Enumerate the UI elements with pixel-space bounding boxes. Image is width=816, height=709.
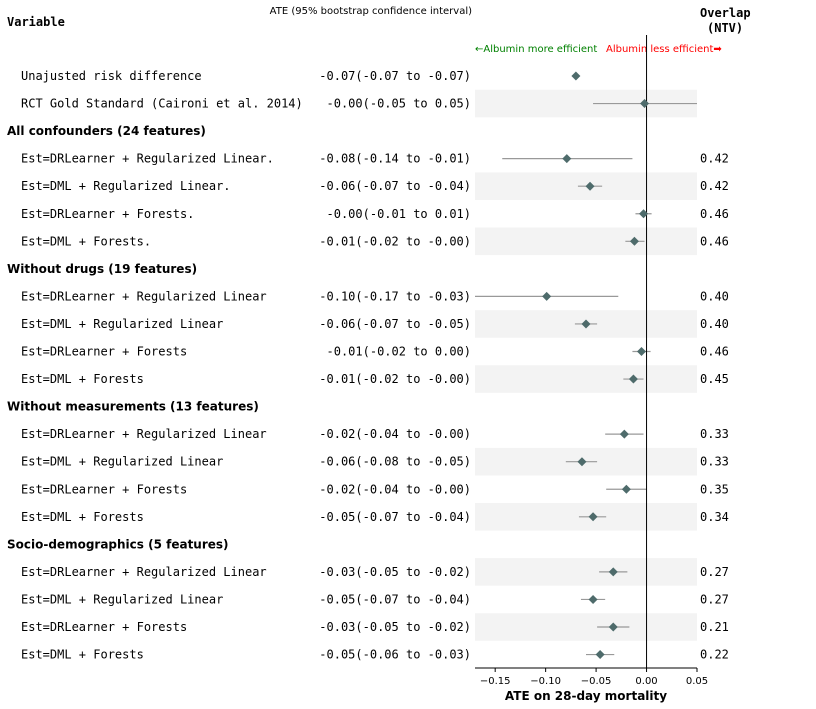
albumin-more-efficient-annotation: ←Albumin more efficient [475, 44, 597, 55]
point-estimate-marker [585, 181, 595, 191]
ate-value: -0.03(-0.05 to -0.02) [319, 565, 471, 579]
ate-value: -0.10(-0.17 to -0.03) [319, 289, 471, 303]
estimator-label: Est=DML + Regularized Linear [21, 317, 223, 331]
estimator-label: Est=DML + Regularized Linear [21, 592, 223, 606]
estimator-label: Est=DRLearner + Forests [21, 482, 187, 496]
overlap-values: 0.42 0.42 0.46 0.46 0.40 0.40 0.46 0.45 0.33 0.33… [700, 152, 729, 662]
ate-value: -0.05(-0.07 to -0.04) [319, 592, 471, 606]
estimator-label: Est=DRLearner + Forests. [21, 207, 194, 221]
albumin-less-efficient-annotation: Albumin less efficient➡ [606, 44, 722, 55]
point-estimate-marker [577, 457, 587, 467]
estimator-label: Est=DML + Forests [21, 648, 144, 662]
overlap-value: 0.42 [700, 179, 729, 193]
ate-values: -0.07(-0.07 to -0.07) -0.00(-0.05 to 0.05… [319, 69, 471, 662]
ate-value: -0.01(-0.02 to -0.00) [319, 372, 471, 386]
ate-value: -0.01(-0.02 to -0.00) [319, 234, 471, 248]
ate-value: -0.03(-0.05 to -0.02) [319, 620, 471, 634]
point-estimate-marker [640, 99, 650, 109]
overlap-value: 0.27 [700, 592, 729, 606]
estimator-label: Est=DML + Regularized Linear [21, 455, 223, 469]
overlap-value: 0.34 [700, 510, 729, 524]
x-tick-label: −0.05 [581, 676, 612, 687]
overlap-value: 0.42 [700, 152, 729, 166]
estimator-label: Est=DRLearner + Forests [21, 345, 187, 359]
estimator-label: Unajusted risk difference [21, 69, 202, 83]
header: Variable ATE (95% bootstrap confidence i… [7, 6, 751, 55]
row-band [475, 613, 697, 641]
ate-value: -0.02(-0.04 to -0.00) [319, 482, 471, 496]
estimator-label: Est=DML + Forests [21, 510, 144, 524]
point-estimate-marker [571, 71, 581, 81]
row-band [475, 558, 697, 586]
point-estimate-marker [608, 622, 618, 632]
point-estimate-marker [637, 347, 646, 356]
estimator-label: Est=DRLearner + Regularized Linear. [21, 152, 274, 166]
row-band [475, 365, 697, 393]
point-estimate-marker [588, 512, 598, 522]
plot-bands [475, 89, 697, 641]
point-estimate-marker [628, 374, 638, 384]
ate-value: -0.07(-0.07 to -0.07) [319, 69, 471, 83]
overlap-value: 0.35 [700, 482, 729, 496]
ate-value: -0.06(-0.07 to -0.04) [319, 179, 471, 193]
point-estimate-marker [639, 209, 649, 219]
ate-value: -0.08(-0.14 to -0.01) [319, 152, 471, 166]
overlap-column-header: Overlap [700, 6, 751, 20]
ate-value: -0.00(-0.05 to 0.05) [327, 97, 472, 111]
overlap-value: 0.33 [700, 455, 729, 469]
point-estimate-marker [595, 650, 605, 660]
x-tick-label: −0.10 [530, 676, 561, 687]
point-estimate-marker [588, 594, 598, 604]
group-header: Socio-demographics (5 features) [7, 537, 229, 551]
overlap-value: 0.45 [700, 372, 729, 386]
group-header: Without measurements (13 features) [7, 400, 259, 414]
point-estimate-marker [621, 484, 631, 494]
overlap-value: 0.27 [700, 565, 729, 579]
overlap-value: 0.40 [700, 317, 729, 331]
x-axis-label: ATE on 28-day mortality [505, 689, 667, 703]
point-estimate-marker [619, 429, 629, 439]
point-estimate-marker [542, 291, 552, 301]
ate-value: -0.05(-0.06 to -0.03) [319, 648, 471, 662]
ate-value: -0.06(-0.07 to -0.05) [319, 317, 471, 331]
row-band [475, 227, 697, 256]
point-estimate-marker [629, 236, 639, 246]
point-estimates [542, 71, 650, 660]
x-tick-label: 0.00 [635, 676, 657, 687]
point-estimate-marker [608, 567, 618, 577]
estimator-label: Est=DRLearner + Forests [21, 620, 187, 634]
overlap-value: 0.46 [700, 345, 729, 359]
estimator-label: Est=DML + Forests [21, 372, 144, 386]
estimator-label: Est=DRLearner + Regularized Linear [21, 289, 267, 303]
overlap-value: 0.21 [700, 620, 729, 634]
ate-value: -0.00(-0.01 to 0.01) [327, 207, 472, 221]
ate-value: -0.01(-0.02 to 0.00) [327, 345, 472, 359]
x-tick-label: −0.15 [480, 676, 511, 687]
ate-column-header: ATE (95% bootstrap confidence interval) [270, 6, 472, 17]
variable-column-header: Variable [7, 15, 65, 29]
overlap-value: 0.46 [700, 234, 729, 248]
group-header: All confounders (24 features) [7, 124, 206, 138]
estimator-label: RCT Gold Standard (Caironi et al. 2014) [21, 97, 303, 111]
overlap-value: 0.40 [700, 289, 729, 303]
estimator-label: Est=DML + Regularized Linear. [21, 179, 231, 193]
x-tick-label: 0.05 [686, 676, 708, 687]
overlap-column-subheader: (NTV) [707, 21, 743, 35]
ate-value: -0.06(-0.08 to -0.05) [319, 455, 471, 469]
point-estimate-marker [562, 154, 572, 164]
ate-value: -0.05(-0.07 to -0.04) [319, 510, 471, 524]
estimator-label: Est=DRLearner + Regularized Linear [21, 427, 267, 441]
overlap-value: 0.46 [700, 207, 729, 221]
ate-value: -0.02(-0.04 to -0.00) [319, 427, 471, 441]
estimator-label: Est=DML + Forests. [21, 234, 151, 248]
point-estimate-marker [581, 319, 591, 329]
row-labels: Unajusted risk difference RCT Gold Standa… [7, 69, 303, 662]
x-axis: −0.15 −0.10 −0.05 0.00 0.05 [475, 667, 708, 687]
overlap-value: 0.33 [700, 427, 729, 441]
overlap-value: 0.22 [700, 648, 729, 662]
group-header: Without drugs (19 features) [7, 262, 197, 276]
estimator-label: Est=DRLearner + Regularized Linear [21, 565, 267, 579]
